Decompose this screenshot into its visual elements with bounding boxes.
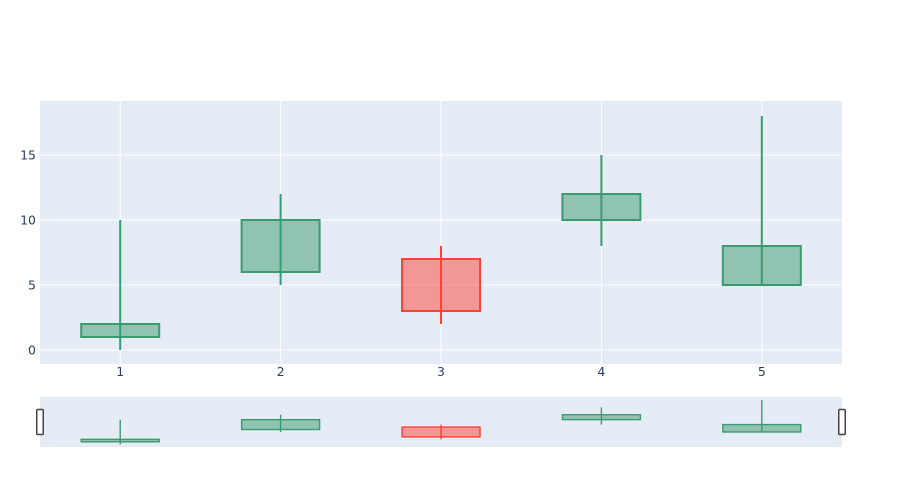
- y-tick-label: 10: [20, 213, 36, 228]
- candle-body[interactable]: [240, 219, 321, 273]
- candle-body[interactable]: [561, 193, 642, 221]
- x-tick-label: 3: [437, 364, 445, 379]
- x-tick-label: 5: [758, 364, 766, 379]
- rangeslider-candle-body: [80, 438, 160, 443]
- rangeslider-track[interactable]: [40, 397, 842, 447]
- x-tick-label: 2: [277, 364, 285, 379]
- rangeslider-candle-body: [240, 418, 321, 431]
- rangeslider-candle-body: [401, 426, 481, 438]
- candle-body[interactable]: [401, 258, 481, 312]
- rangeslider-handle-right[interactable]: [838, 408, 846, 436]
- rangeslider-candle-body: [722, 423, 802, 433]
- rangeslider-handle-left[interactable]: [36, 408, 44, 436]
- x-tick-label: 1: [116, 364, 124, 379]
- candle-body[interactable]: [80, 323, 161, 338]
- y-tick-label: 0: [28, 343, 36, 358]
- candle-body[interactable]: [721, 245, 802, 286]
- y-tick-label: 15: [20, 148, 36, 163]
- rangeslider-candle-body: [561, 414, 642, 421]
- y-tick-label: 5: [28, 278, 36, 293]
- x-tick-label: 4: [597, 364, 605, 379]
